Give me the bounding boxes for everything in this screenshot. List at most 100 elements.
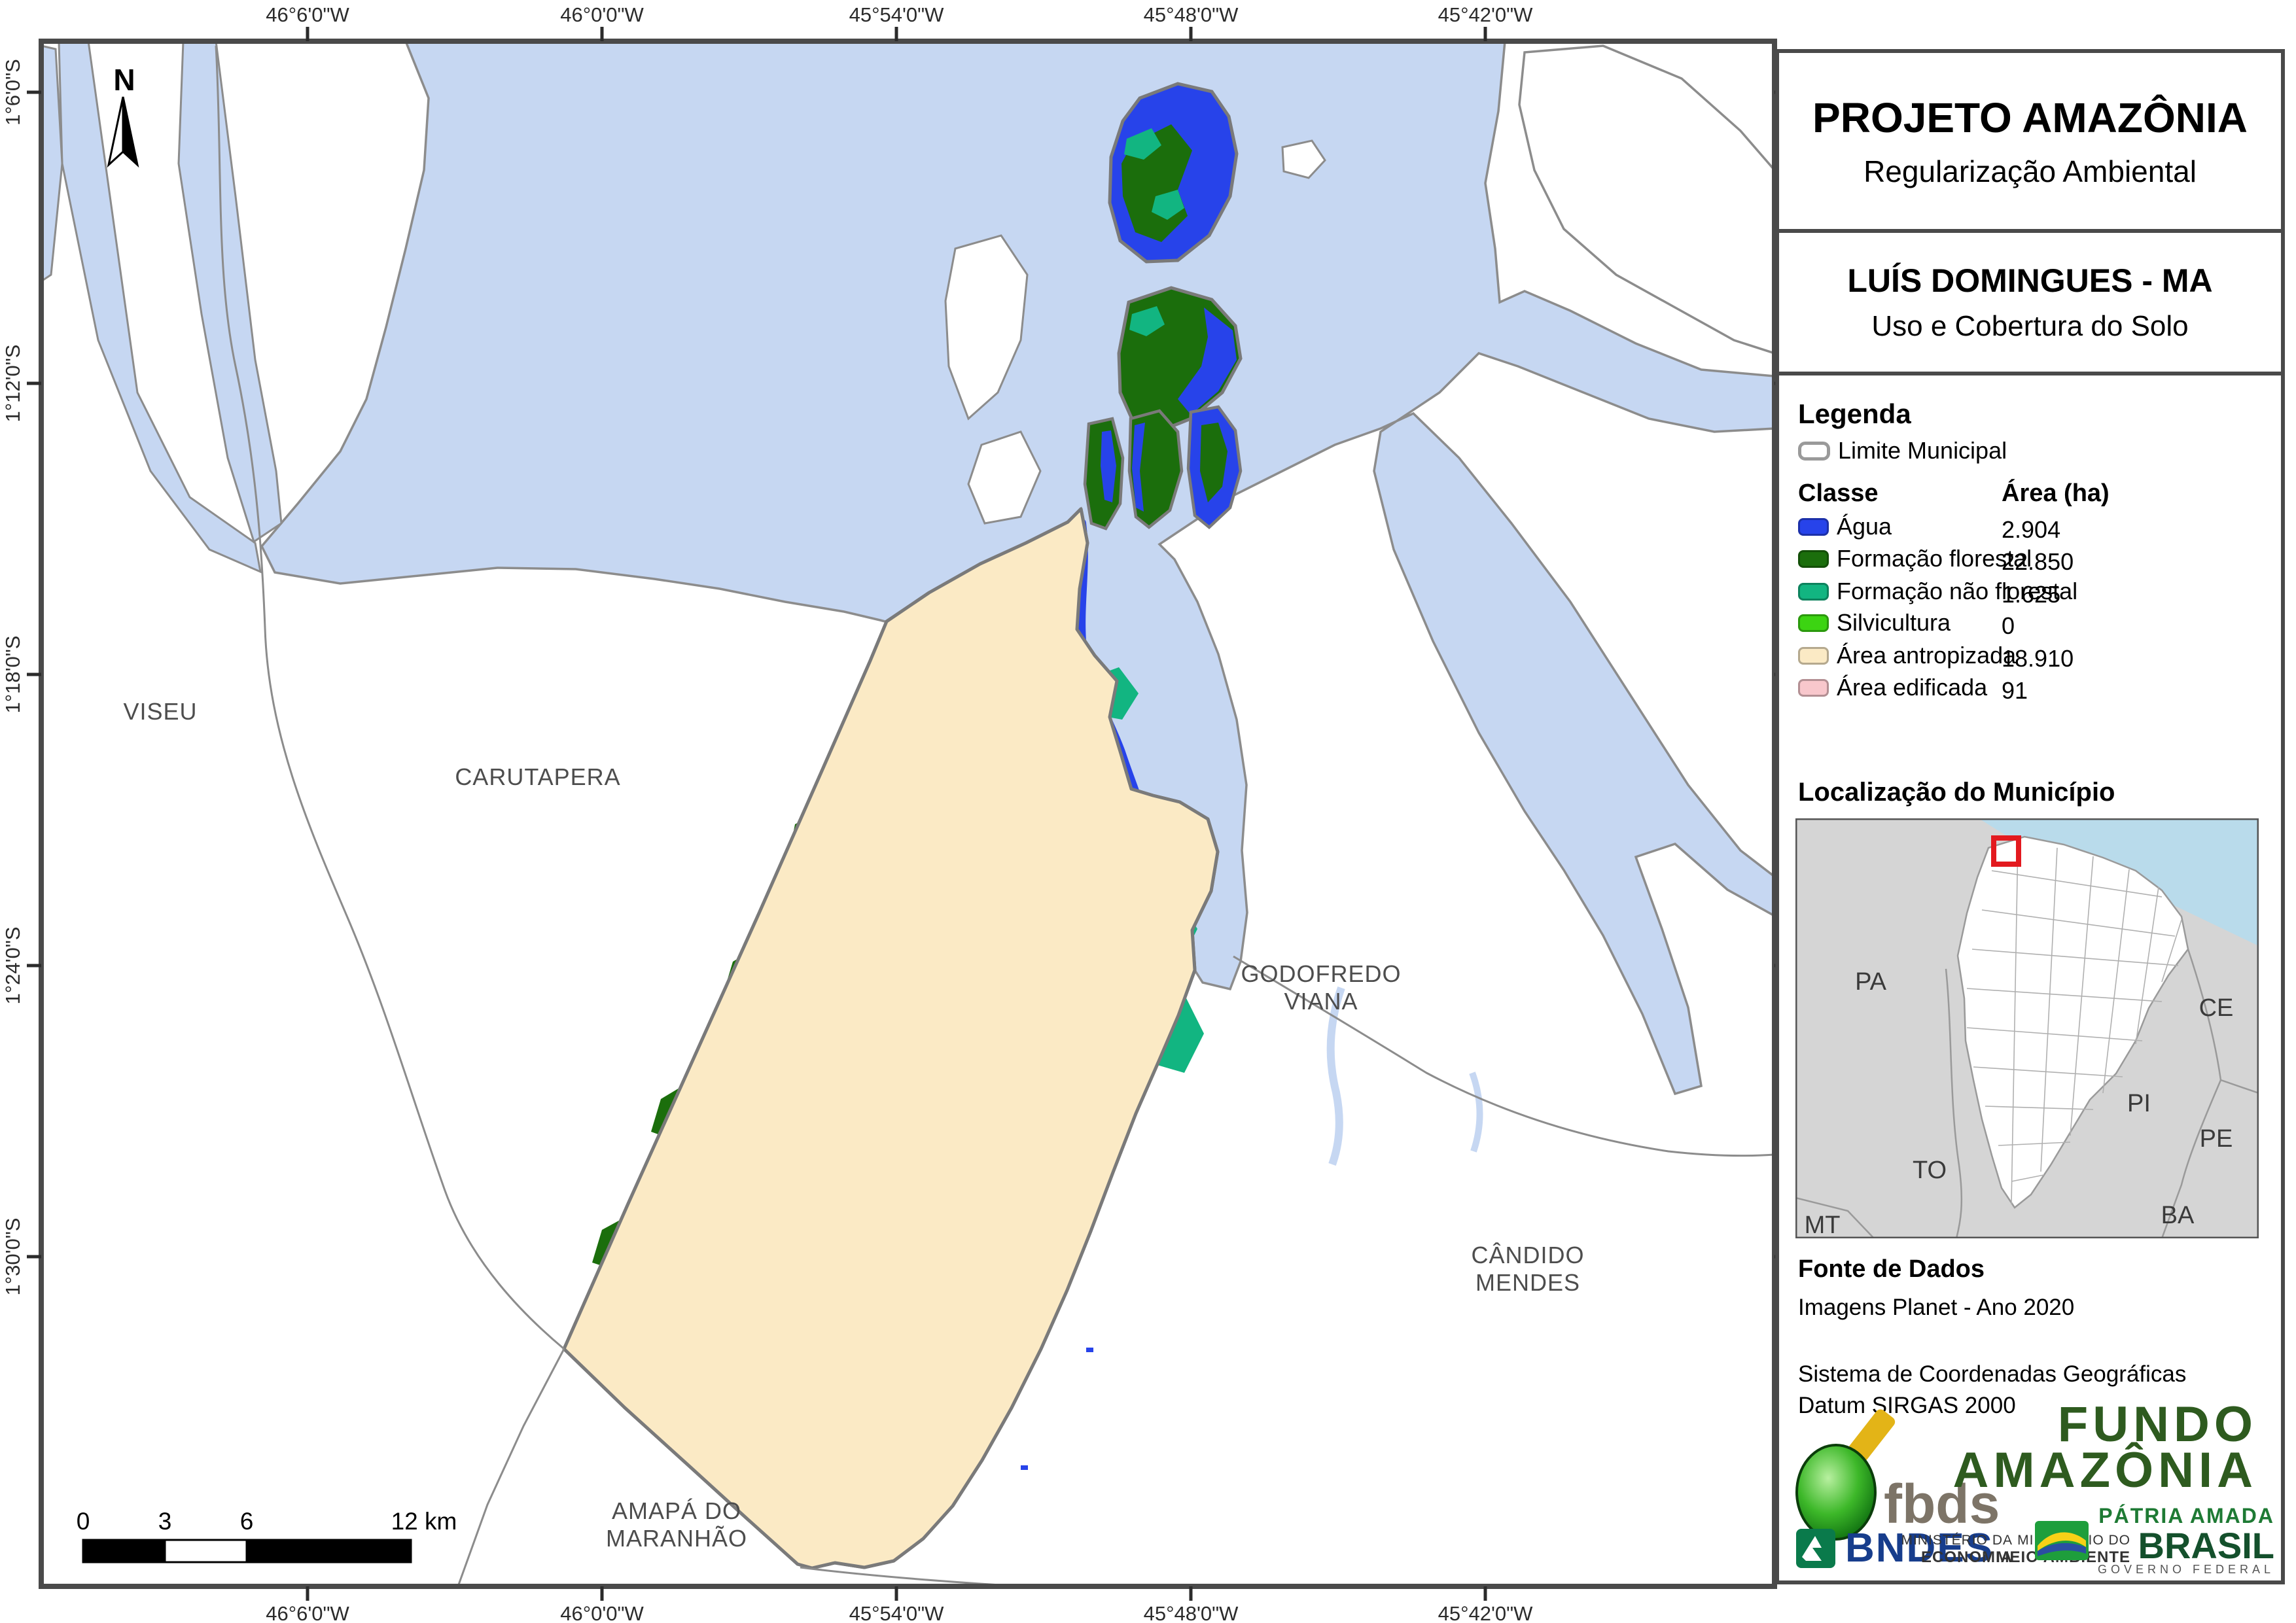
class-value: 22.850	[2002, 548, 2074, 575]
mid-island-water	[1178, 307, 1237, 415]
municipality-islands	[1061, 82, 1243, 549]
class-value: 91	[2002, 677, 2028, 704]
lat-label: 1°30'0"S	[1, 1218, 24, 1296]
limite-swatch	[1798, 441, 1830, 461]
map-frame	[39, 39, 1777, 1589]
north-arrow: N	[107, 63, 139, 168]
class-value: 1.625	[2002, 581, 2061, 608]
head-island-nonforest2	[1152, 190, 1184, 220]
swatch-antropizada	[1798, 646, 1829, 665]
locator-marker	[1991, 835, 2021, 867]
swatch-agua	[1798, 517, 1829, 536]
neighbour-boundaries	[215, 45, 1775, 1586]
boundary-carutapera-amapa	[457, 1348, 565, 1586]
state-label-pe: PE	[2200, 1125, 2233, 1153]
label-godofredo-2: VIANA	[1284, 988, 1358, 1015]
fbds-wordmark: fbds	[1884, 1473, 2000, 1535]
source-line-2: Sistema de Coordenadas Geográficas	[1798, 1361, 2187, 1387]
class-value: 2.904	[2002, 516, 2061, 543]
label-amapa-1: AMAPÁ DO	[612, 1497, 741, 1524]
scale-3: 3	[158, 1508, 172, 1535]
locator-heading: Localização do Município	[1798, 778, 2115, 807]
scale-0: 0	[77, 1508, 90, 1535]
source-line-1: Imagens Planet - Ano 2020	[1798, 1295, 2075, 1320]
bndes-icon	[1796, 1528, 1835, 1568]
north-arrow-label: N	[113, 63, 135, 97]
legend-row: Água	[1798, 513, 1892, 540]
swatch-edificada	[1798, 678, 1829, 697]
project-subtitle: Regularização Ambiental	[1863, 154, 2197, 188]
legend-row: Área antropizada	[1798, 642, 2016, 669]
head-island-nonforest	[1124, 128, 1161, 160]
source-line-3: Datum SIRGAS 2000	[1798, 1393, 2016, 1418]
state-label-to: TO	[1913, 1157, 1947, 1184]
locator-labels: PA CE PI PE TO BA MT	[1805, 968, 2234, 1239]
fundo-line1: FUNDO	[2057, 1397, 2257, 1452]
lat-label: 1°6'0"S	[1, 59, 24, 126]
limite-label: Limite Municipal	[1838, 437, 2007, 464]
scale-seg-2	[164, 1539, 248, 1563]
fundo-amazonia-logo: FUNDO AMAZÔNIA	[1952, 1397, 2257, 1498]
class-label: Formação florestal	[1837, 545, 2032, 572]
ministerio-economia-l1: MINISTÉRIO DA	[1901, 1533, 2013, 1548]
lon-label-top: 45°48'0"W	[1144, 3, 1239, 26]
area-header: Área (ha)	[2002, 480, 2110, 507]
lat-label: 1°12'0"S	[1, 345, 24, 423]
legend-row: Silvicultura	[1798, 609, 1951, 636]
state-label-pa: PA	[1855, 968, 1887, 996]
bndes-logo: BNDES	[1795, 1525, 1994, 1571]
class-label: Água	[1837, 513, 1892, 540]
locator-muni-mesh	[1966, 841, 2182, 1205]
source-heading: Fonte de Dados	[1798, 1255, 1985, 1283]
patria-amada: PÁTRIA AMADA	[2098, 1504, 2274, 1527]
river-west-3	[41, 44, 63, 283]
class-label: Silvicultura	[1837, 609, 1951, 636]
swatch-florestal	[1798, 550, 1829, 568]
title-block: PROJETO AMAZÔNIA Regularização Ambiental	[1779, 53, 2281, 233]
sliver-island-3-forest	[1200, 423, 1227, 502]
info-panel: PROJETO AMAZÔNIA Regularização Ambiental…	[1775, 49, 2285, 1584]
label-candido-2: MENDES	[1475, 1269, 1580, 1296]
label-godofredo-1: GODOFREDO	[1241, 960, 1401, 987]
fundo-line2: AMAZÔNIA	[1952, 1442, 2257, 1498]
limite-row: Limite Municipal	[1798, 437, 2007, 464]
river-west-2	[177, 41, 283, 544]
state-label-pi: PI	[2127, 1090, 2151, 1117]
class-header: Classe	[1798, 480, 1879, 507]
creek-2	[1469, 1072, 1483, 1153]
island-west-2	[967, 430, 1042, 525]
scale-seg-1	[83, 1540, 165, 1562]
ministerio-economia: MINISTÉRIO DA ECONOMIA	[1901, 1533, 2013, 1567]
label-carutapera: CARUTAPERA	[455, 763, 620, 790]
bndes-wordmark: BNDES	[1845, 1526, 1994, 1571]
state-label-ce: CE	[2199, 994, 2234, 1022]
lon-label-bottom: 46°6'0"W	[266, 1602, 349, 1623]
lon-label-bottom: 45°48'0"W	[1144, 1602, 1239, 1623]
island-west-1	[944, 234, 1029, 421]
river-west-1	[58, 41, 262, 574]
brasil: BRASIL	[2138, 1525, 2274, 1566]
locator-state-lines	[1795, 949, 2259, 1239]
legend-row: Área edificada	[1798, 674, 1987, 701]
lon-label-bottom: 45°42'0"W	[1438, 1602, 1534, 1623]
swatch-nao-florestal	[1798, 582, 1829, 601]
scale-12km: 12 km	[391, 1508, 457, 1535]
lon-label-top: 45°42'0"W	[1438, 3, 1534, 26]
lat-label: 1°18'0"S	[1, 636, 24, 714]
brasil-flag-icon	[2034, 1520, 2089, 1560]
island-corner	[1518, 44, 1775, 355]
pond-speck	[1021, 1465, 1028, 1470]
lat-label: 1°24'0"S	[1, 927, 24, 1005]
pond-speck	[1086, 1348, 1093, 1352]
legend-row: Formação florestal	[1798, 545, 2032, 572]
locator-svg: PA CE PI PE TO BA MT	[1793, 816, 2261, 1240]
scale-labels: 0 3 6 12 km	[77, 1508, 457, 1535]
lon-label-top: 45°54'0"W	[849, 3, 945, 26]
sliver-island-2-water	[1132, 423, 1145, 512]
scale-seg-3	[247, 1540, 411, 1562]
swatch-silvicultura	[1798, 614, 1829, 632]
island-small-1	[1281, 139, 1326, 179]
municipality-title: LUÍS DOMINGUES - MA	[1847, 262, 2213, 299]
